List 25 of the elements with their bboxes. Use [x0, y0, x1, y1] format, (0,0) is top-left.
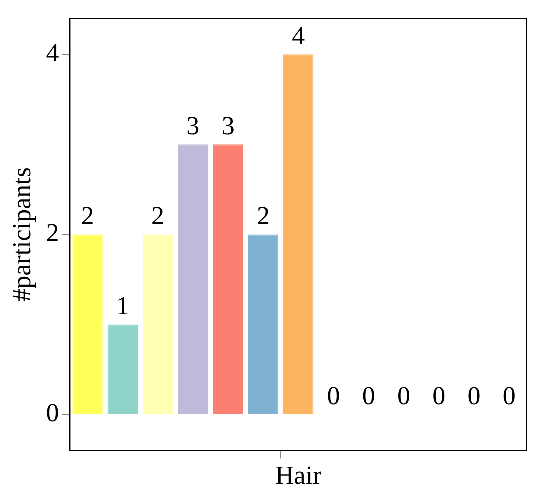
x-tick-label: Hair [276, 461, 322, 490]
bar [72, 234, 103, 414]
data-label: 0 [502, 382, 516, 411]
data-label: 2 [81, 202, 94, 231]
y-tick-label: 4 [46, 38, 60, 68]
bar [178, 144, 208, 414]
data-label: 0 [362, 382, 376, 411]
y-tick-label: 0 [46, 398, 60, 428]
data-label: 0 [468, 382, 481, 411]
y-tick-label: 2 [46, 218, 60, 248]
data-label: 4 [292, 21, 306, 50]
data-label: 2 [256, 202, 270, 231]
data-label: 3 [186, 111, 200, 140]
data-label: 1 [116, 292, 130, 321]
bar [142, 234, 174, 414]
bar [108, 324, 138, 414]
bar [283, 54, 314, 414]
bar [213, 144, 244, 414]
bar [248, 234, 279, 414]
data-label: 3 [222, 111, 235, 140]
data-label: 0 [327, 382, 340, 411]
y-axis-title: #participants [7, 168, 36, 302]
data-label: 2 [152, 202, 165, 231]
data-label: 0 [432, 382, 446, 411]
data-label: 0 [398, 382, 411, 411]
